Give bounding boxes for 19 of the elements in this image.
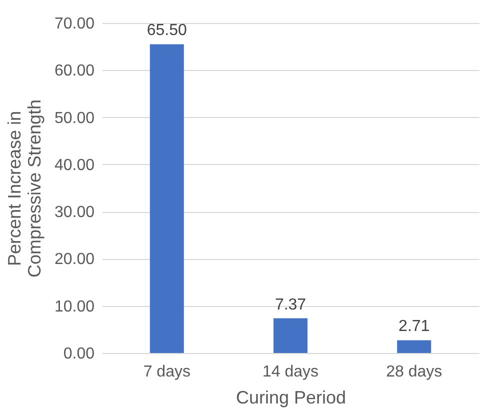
data-label: 2.71	[398, 318, 430, 336]
x-axis-title: Curing Period	[236, 388, 346, 408]
y-tick-label: 60.00	[54, 62, 95, 80]
data-label: 65.50	[146, 22, 188, 40]
y-tick-label: 40.00	[54, 156, 95, 174]
y-tick-label: 0.00	[63, 346, 95, 362]
x-tick-label: 7 days	[143, 364, 190, 380]
y-tick-label: 10.00	[54, 298, 95, 316]
bar	[150, 44, 184, 353]
bar	[397, 340, 432, 353]
bar	[274, 318, 308, 353]
y-tick-label: 50.00	[54, 110, 95, 127]
y-axis-title: Percent Increase in Compressive Strength	[4, 99, 44, 278]
y-tick-label: 30.00	[54, 204, 95, 222]
x-tick-label: 14 days	[262, 364, 319, 380]
data-label: 7.37	[274, 296, 306, 314]
y-tick-label: 20.00	[54, 251, 95, 268]
y-tick-label: 70.00	[54, 16, 95, 32]
x-tick-label: 28 days	[386, 364, 442, 380]
